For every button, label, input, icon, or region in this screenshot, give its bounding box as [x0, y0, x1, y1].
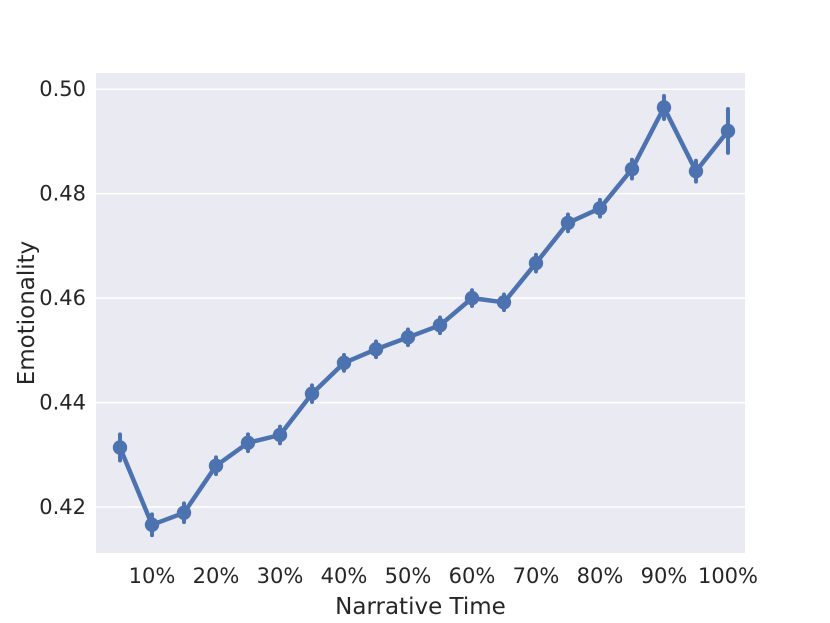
- x-tick-label: 70%: [513, 564, 560, 588]
- x-tick-labels: 10% 20% 30% 40% 50% 60% 70% 80% 90% 100%: [129, 564, 758, 588]
- y-tick-label: 0.50: [39, 77, 86, 101]
- data-point: [144, 517, 160, 532]
- x-tick-label: 20%: [193, 564, 240, 588]
- plot-area: [96, 73, 745, 553]
- x-axis-label: Narrative Time: [335, 594, 506, 620]
- x-tick-label: 10%: [129, 564, 176, 588]
- data-point: [368, 342, 384, 357]
- y-tick-labels: 0.42 0.44 0.46 0.48 0.50: [39, 77, 86, 519]
- data-point: [112, 440, 128, 455]
- y-axis-label: Emotionality: [14, 241, 40, 386]
- gridlines: [96, 88, 745, 508]
- data-point: [528, 255, 544, 271]
- data-point: [336, 355, 352, 371]
- plot-background: [96, 73, 745, 553]
- y-tick-label: 0.42: [39, 495, 86, 519]
- data-point: [240, 435, 256, 450]
- y-tick-label: 0.46: [39, 286, 86, 310]
- data-point: [688, 163, 704, 179]
- y-tick-label: 0.44: [39, 391, 86, 415]
- data-point: [592, 201, 608, 216]
- data-point: [304, 386, 320, 401]
- data-point: [208, 458, 224, 473]
- x-tick-label: 80%: [577, 564, 624, 588]
- data-point: [400, 330, 416, 345]
- y-tick-label: 0.48: [39, 182, 86, 206]
- x-tick-label: 30%: [257, 564, 304, 588]
- x-tick-label: 60%: [449, 564, 496, 588]
- data-points: [112, 100, 736, 532]
- data-point: [656, 100, 672, 115]
- data-point: [720, 123, 736, 139]
- x-tick-label: 40%: [321, 564, 368, 588]
- data-point: [432, 318, 448, 333]
- data-point: [176, 505, 192, 520]
- data-point: [560, 215, 576, 231]
- data-point: [496, 295, 512, 310]
- data-point: [464, 290, 480, 306]
- x-tick-label: 50%: [385, 564, 432, 588]
- x-tick-label: 90%: [641, 564, 688, 588]
- data-point: [624, 161, 640, 177]
- x-tick-label: 100%: [698, 564, 758, 588]
- data-point: [272, 427, 288, 443]
